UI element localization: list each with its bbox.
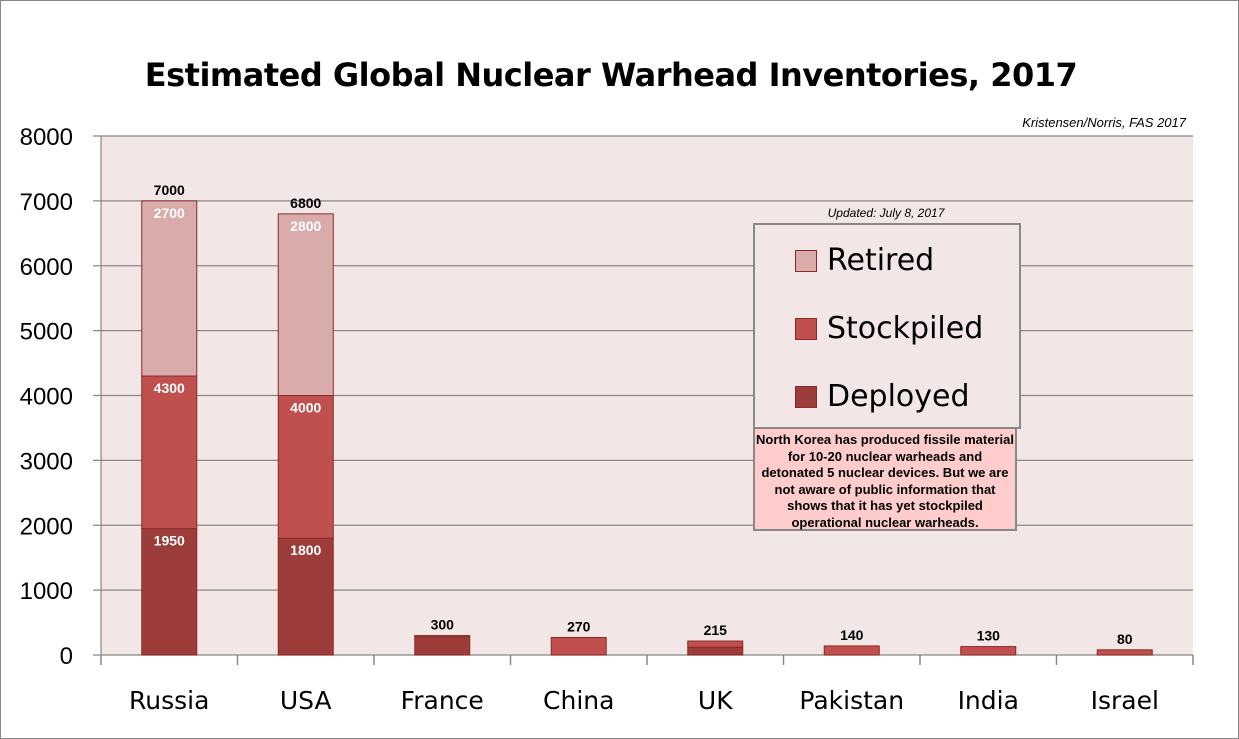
legend-label: Deployed — [827, 379, 970, 414]
segment-label: 1800 — [290, 542, 321, 558]
y-tick-label: 5000 — [20, 319, 73, 346]
x-tick-label: China — [543, 686, 614, 715]
total-label: 130 — [977, 628, 1001, 644]
y-tick-label: 8000 — [20, 124, 73, 151]
x-tick-label: USA — [280, 686, 332, 715]
legend-item-stockpiled: Stockpiled — [795, 311, 983, 346]
total-label: 300 — [431, 617, 455, 633]
y-tick-label: 2000 — [20, 513, 73, 540]
bar-stockpiled — [414, 635, 471, 638]
legend-label: Retired — [827, 243, 935, 278]
legend-item-deployed: Deployed — [795, 379, 970, 414]
bar-stockpiled — [550, 636, 607, 656]
legend-label: Stockpiled — [827, 311, 984, 346]
total-label: 270 — [567, 618, 591, 634]
x-tick-label: France — [401, 686, 484, 715]
bar-stockpiled — [277, 395, 334, 539]
north-korea-note: North Korea has produced fissile materia… — [753, 427, 1017, 531]
legend-swatch-deployed — [795, 385, 817, 408]
total-label: 6800 — [290, 195, 321, 211]
bar-deployed — [277, 537, 334, 656]
x-tick-label: UK — [698, 686, 733, 715]
chart-title: Estimated Global Nuclear Warhead Invento… — [144, 56, 1078, 94]
x-tick-label: India — [958, 686, 1019, 715]
segment-label: 1950 — [154, 532, 185, 548]
bar-retired — [141, 200, 198, 377]
bar-deployed — [414, 636, 471, 656]
legend-item-retired: Retired — [795, 243, 934, 278]
x-tick-label: Pakistan — [799, 686, 904, 715]
source-credit: Kristensen/Norris, FAS 2017 — [1022, 115, 1186, 130]
bar-stockpiled — [960, 646, 1017, 656]
x-tick-label: Russia — [129, 686, 209, 715]
legend-swatch-stockpiled — [795, 317, 817, 340]
segment-label: 2700 — [154, 205, 185, 221]
bar-retired — [277, 213, 334, 396]
y-tick-label: 4000 — [20, 384, 73, 411]
bar-stockpiled — [141, 375, 198, 529]
updated-date: Updated: July 8, 2017 — [827, 206, 945, 220]
segment-label: 2800 — [290, 218, 321, 234]
legend: Retired Stockpiled Deployed — [753, 223, 1021, 429]
y-tick-label: 1000 — [20, 578, 73, 605]
total-label: 140 — [840, 627, 864, 643]
total-label: 215 — [704, 622, 728, 638]
y-tick-label: 0 — [60, 643, 73, 670]
y-tick-label: 7000 — [20, 189, 73, 216]
y-tick-label: 3000 — [20, 448, 73, 475]
total-label: 80 — [1117, 631, 1133, 647]
segment-label: 4000 — [290, 400, 321, 416]
legend-swatch-retired — [795, 249, 817, 272]
bar-stockpiled — [1096, 649, 1153, 656]
x-tick-label: Israel — [1091, 686, 1159, 715]
bar-stockpiled — [687, 640, 744, 648]
bar-stockpiled — [823, 645, 880, 656]
bar-deployed — [687, 646, 744, 656]
y-tick-label: 6000 — [20, 254, 73, 281]
total-label: 7000 — [154, 182, 185, 198]
segment-label: 4300 — [154, 380, 185, 396]
